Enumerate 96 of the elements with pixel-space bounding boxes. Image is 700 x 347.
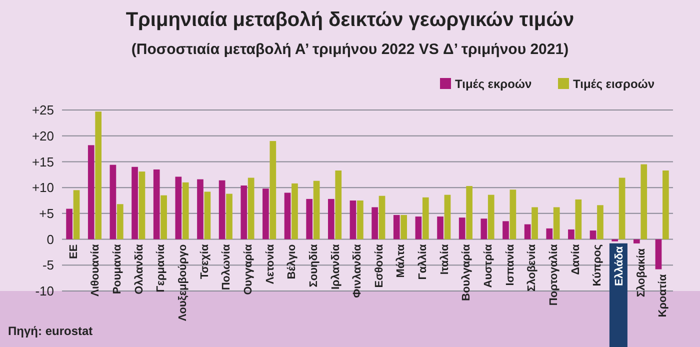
bar bbox=[306, 198, 313, 240]
bar bbox=[524, 224, 531, 240]
x-tick-label: Μάλτα bbox=[395, 244, 408, 278]
bar bbox=[458, 218, 466, 240]
bar bbox=[502, 221, 509, 240]
bar bbox=[655, 239, 662, 270]
bar bbox=[182, 182, 189, 240]
bar bbox=[335, 170, 342, 240]
bar bbox=[640, 164, 648, 240]
x-tick-label: Δανία bbox=[570, 244, 582, 275]
bar bbox=[328, 198, 334, 240]
bar bbox=[248, 178, 254, 240]
x-tick-label: Φινλανδία bbox=[352, 244, 364, 298]
bar bbox=[480, 218, 488, 240]
x-tick-label: Ελλάδα bbox=[613, 246, 626, 286]
bar bbox=[218, 180, 226, 240]
bar bbox=[618, 178, 626, 240]
bar bbox=[372, 207, 378, 240]
text: Πηγή: eurostat bbox=[8, 324, 93, 338]
bar bbox=[153, 169, 160, 240]
bar bbox=[662, 170, 669, 240]
x-tick-label: Πολωνία bbox=[220, 244, 233, 290]
y-tick-label: -10 bbox=[35, 284, 54, 299]
bar bbox=[510, 190, 516, 240]
y-tick-label: 0 bbox=[46, 232, 54, 247]
x-tick-label: Γαλλία bbox=[417, 244, 430, 280]
bar bbox=[568, 229, 574, 240]
bar bbox=[357, 200, 364, 240]
y-tick-label: +15 bbox=[32, 154, 54, 170]
x-tick-label: Ιταλία bbox=[438, 244, 451, 275]
x-tick-label: Σλοβενία bbox=[526, 244, 538, 292]
bar bbox=[415, 216, 422, 240]
bar bbox=[132, 166, 138, 240]
x-tick-label: Σλοβακία bbox=[635, 248, 648, 298]
bar bbox=[400, 214, 408, 240]
bar bbox=[590, 230, 596, 240]
bar bbox=[73, 190, 80, 240]
chart-subtitle: (Ποσοστιαία μεταβολή Α’ τριμήνου 2022 VS Δ’ τριμήνου 2021) bbox=[131, 41, 569, 58]
x-tick-label: Αυστρία bbox=[482, 244, 495, 288]
bar bbox=[95, 112, 102, 240]
bar bbox=[466, 186, 472, 240]
bar bbox=[422, 197, 429, 240]
bar bbox=[546, 228, 553, 240]
y-tick-label: +5 bbox=[39, 206, 54, 221]
bar bbox=[292, 183, 298, 240]
chart-title: Τριμηνιαία μεταβολή δεικτών γεωργικών τιμών bbox=[126, 9, 574, 31]
x-tick-label: Σουηδία bbox=[308, 244, 320, 288]
bar bbox=[197, 179, 204, 240]
bar bbox=[110, 164, 116, 240]
x-tick-label: Βέλγιο bbox=[286, 244, 298, 280]
bar bbox=[532, 207, 538, 240]
bar bbox=[437, 216, 444, 240]
bar bbox=[66, 208, 72, 240]
y-tick-label: +25 bbox=[32, 102, 54, 118]
bar bbox=[575, 199, 582, 240]
x-tick-label: Ισπανία bbox=[504, 244, 516, 286]
x-tick-label: Λετονία bbox=[264, 244, 276, 284]
y-tick-label: -5 bbox=[42, 258, 54, 273]
bar bbox=[270, 141, 276, 240]
y-tick-label: +20 bbox=[32, 128, 54, 144]
bar bbox=[284, 192, 291, 240]
bar bbox=[444, 194, 451, 240]
bar bbox=[633, 239, 640, 244]
x-tick-label: Λιθουανία bbox=[90, 244, 102, 296]
legend-label: Τιμές εκροών bbox=[455, 77, 532, 91]
bar bbox=[240, 186, 248, 240]
legend-label: Τιμές εισροών bbox=[573, 77, 655, 91]
x-tick-label: Κροατία bbox=[657, 274, 670, 318]
bar bbox=[378, 196, 386, 240]
bar bbox=[488, 194, 494, 240]
bar bbox=[313, 180, 320, 240]
bar bbox=[175, 176, 182, 240]
bar bbox=[597, 205, 604, 240]
bar bbox=[138, 172, 146, 240]
x-tick-label: Βουλγαρία bbox=[460, 244, 473, 301]
x-tick-label: Γερμανία bbox=[155, 244, 168, 292]
bar bbox=[350, 200, 356, 240]
bar bbox=[226, 194, 232, 240]
x-tick-label: Ολλανδία bbox=[133, 244, 146, 294]
bar bbox=[116, 204, 124, 240]
x-tick-label: Λουξεμβούργο bbox=[177, 244, 190, 322]
x-tick-label: Τσεχία bbox=[198, 244, 211, 280]
y-tick-label: +10 bbox=[32, 180, 54, 196]
bar bbox=[88, 145, 94, 240]
x-tick-label: Ουγγαρία bbox=[242, 244, 254, 295]
bar bbox=[553, 207, 560, 240]
x-tick-label: Κύπρος bbox=[592, 244, 604, 286]
bar bbox=[204, 192, 211, 240]
x-tick-label: Ιρλανδία bbox=[330, 244, 342, 290]
bar bbox=[393, 214, 400, 240]
x-tick-label: Ρουμανία bbox=[112, 244, 124, 294]
x-tick-label: ΕΕ bbox=[68, 244, 80, 259]
x-tick-label: Εσθονία bbox=[373, 244, 386, 288]
x-tick-label: Πορτογαλία bbox=[548, 244, 560, 306]
bar bbox=[160, 195, 167, 240]
bar bbox=[262, 188, 269, 240]
